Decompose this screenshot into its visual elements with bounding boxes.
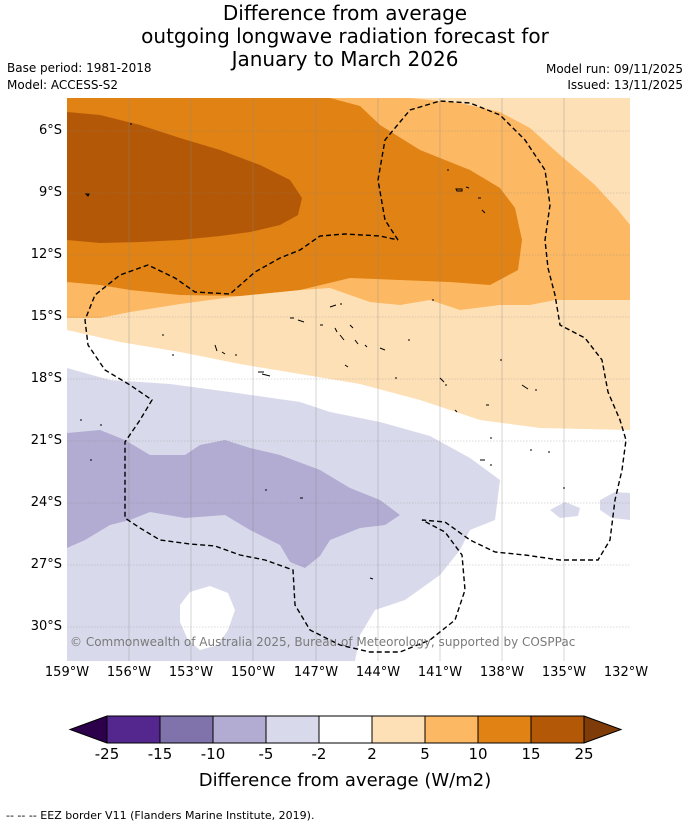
island bbox=[408, 299, 502, 361]
islands bbox=[80, 123, 565, 580]
colorbar-swatch bbox=[530, 715, 585, 744]
eez-border-line bbox=[84, 100, 627, 653]
region-neg-5-to-2-east bbox=[600, 492, 630, 520]
region-neg-10-to-5 bbox=[67, 430, 400, 568]
colorbar-label: -2 bbox=[311, 745, 327, 763]
island bbox=[349, 324, 386, 351]
colorbar-swatch bbox=[371, 715, 426, 744]
island bbox=[162, 334, 492, 439]
map-title-line-2: outgoing longwave radiation forecast for bbox=[141, 24, 549, 48]
island bbox=[84, 193, 90, 197]
lat-label-12s: 12°S bbox=[30, 247, 62, 262]
copyright-notice: © Commonwealth of Australia 2025, Bureau… bbox=[70, 635, 576, 649]
anomaly-field bbox=[67, 98, 630, 661]
base-period: Base period: 1981-2018 bbox=[7, 61, 152, 75]
lon-label-159w: 159°W bbox=[44, 665, 90, 680]
model-name: Model: ACCESS-S2 bbox=[7, 78, 119, 92]
lat-label-24s: 24°S bbox=[30, 495, 62, 510]
lon-label-138w: 138°W bbox=[479, 665, 525, 680]
lat-label-9s: 9°S bbox=[38, 185, 62, 200]
colorbar-label: -25 bbox=[94, 745, 120, 763]
region-pos-15-to-25 bbox=[67, 112, 302, 243]
colorbar-label: 10 bbox=[468, 745, 488, 763]
eez-border bbox=[84, 100, 627, 653]
colorbar-swatch bbox=[212, 715, 267, 744]
colorbar-swatch bbox=[106, 715, 161, 744]
colorbar-swatch bbox=[159, 715, 214, 744]
colorbar-over-arrow bbox=[584, 716, 621, 743]
colorbar-arrow-outline bbox=[68, 715, 623, 744]
lat-label-18s: 18°S bbox=[30, 371, 62, 386]
lon-label-153w: 153°W bbox=[168, 665, 214, 680]
map-title-line-1: Difference from average bbox=[222, 1, 468, 25]
map-title-line-3: January to March 2026 bbox=[231, 47, 459, 71]
colorbar-label: 25 bbox=[574, 745, 594, 763]
island bbox=[455, 188, 463, 192]
island bbox=[258, 371, 271, 377]
lat-label-21s: 21°S bbox=[30, 433, 62, 448]
island bbox=[290, 317, 345, 341]
lon-label-150w: 150°W bbox=[230, 665, 276, 680]
island bbox=[454, 384, 537, 413]
colorbar-label: -15 bbox=[147, 745, 173, 763]
lon-label-132w: 132°W bbox=[603, 665, 649, 680]
lat-label-30s: 30°S bbox=[30, 619, 62, 634]
lon-label-147w: 147°W bbox=[293, 665, 339, 680]
island bbox=[481, 209, 486, 214]
gridlines bbox=[67, 98, 630, 661]
island bbox=[214, 344, 237, 356]
island bbox=[329, 303, 342, 308]
lon-label-156w: 156°W bbox=[106, 665, 152, 680]
colorbar-title: Difference from average (W/m2) bbox=[198, 770, 492, 791]
lon-label-144w: 144°W bbox=[355, 665, 401, 680]
lat-label-15s: 15°S bbox=[30, 309, 62, 324]
island bbox=[265, 487, 565, 580]
colorbar-label: 2 bbox=[367, 745, 377, 763]
colorbar bbox=[68, 715, 623, 744]
model-run-date: Model run: 09/11/2025 bbox=[545, 62, 683, 76]
lat-label-6s: 6°S bbox=[38, 123, 62, 138]
colorbar-frame bbox=[106, 715, 585, 744]
colorbar-label: 15 bbox=[521, 745, 541, 763]
issued-date: Issued: 13/11/2025 bbox=[567, 78, 683, 92]
colorbar-swatch bbox=[318, 715, 373, 744]
island bbox=[80, 419, 102, 461]
colorbar-swatch bbox=[265, 715, 320, 744]
colorbar-under-arrow bbox=[70, 716, 107, 743]
island bbox=[480, 449, 550, 466]
colorbar-label: -5 bbox=[258, 745, 274, 763]
lon-label-135w: 135°W bbox=[541, 665, 587, 680]
colorbar-label: 5 bbox=[420, 745, 430, 763]
eez-legend-footer: -- -- -- EEZ border V11 (Flanders Marine… bbox=[6, 809, 315, 822]
lat-label-27s: 27°S bbox=[30, 557, 62, 572]
colorbar-swatch bbox=[477, 715, 532, 744]
island bbox=[465, 186, 470, 189]
island bbox=[344, 364, 447, 386]
region-near-zero-south bbox=[180, 586, 235, 650]
lon-label-141w: 141°W bbox=[417, 665, 463, 680]
region-near-zero-east bbox=[550, 502, 580, 518]
colorbar-label: -10 bbox=[200, 745, 226, 763]
colorbar-swatch bbox=[424, 715, 479, 744]
